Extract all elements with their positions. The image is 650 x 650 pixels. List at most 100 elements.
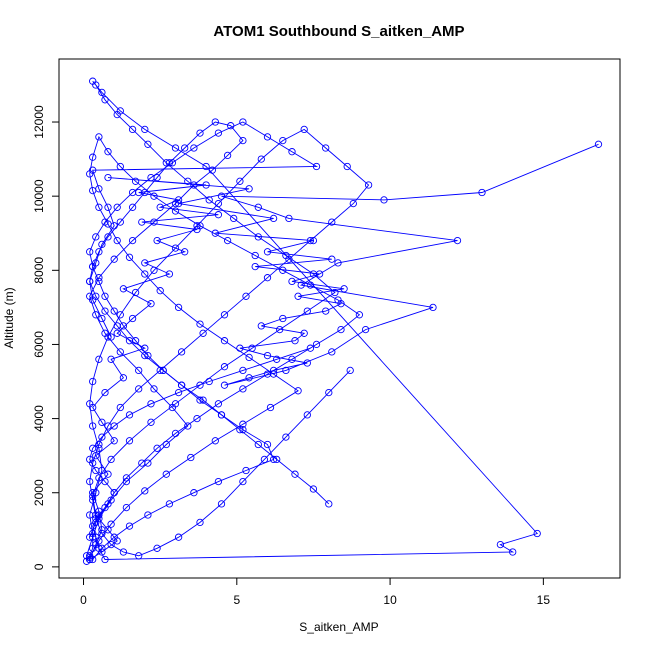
- data-point-5-24: [92, 233, 100, 241]
- data-point-0-40: [340, 285, 348, 293]
- data-point-1-22: [223, 151, 232, 160]
- data-point-0-14: [113, 329, 121, 337]
- data-point-3-22: [300, 125, 308, 134]
- data-point-3-9: [86, 400, 94, 408]
- data-point-5-28: [147, 173, 155, 182]
- data-point-2-56: [273, 355, 281, 363]
- y-axis-label: Altitude (m): [2, 287, 16, 348]
- data-point-3-7: [95, 444, 103, 452]
- data-point-3-20: [257, 155, 265, 163]
- data-point-2-8: [125, 437, 134, 445]
- data-point-5-35: [312, 162, 321, 171]
- data-point-2-51: [125, 411, 134, 419]
- data-point-2-13: [248, 344, 256, 352]
- data-point-1-16: [110, 255, 118, 263]
- data-point-0-30: [245, 185, 253, 193]
- data-point-3-49: [174, 533, 183, 541]
- data-point-3-51: [217, 500, 226, 508]
- data-point-0-65: [478, 188, 486, 197]
- data-point-0-49: [263, 351, 272, 360]
- data-point-0-12: [107, 355, 115, 363]
- data-point-4-32: [223, 236, 232, 245]
- data-point-0-64: [380, 196, 388, 204]
- data-point-5-9: [269, 455, 278, 464]
- data-point-4-47: [138, 459, 146, 467]
- data-point-4-35: [306, 281, 315, 289]
- data-point-3-54: [282, 433, 290, 441]
- series-line-0: [89, 143, 599, 560]
- data-point-3-41: [86, 477, 94, 486]
- data-point-1-47: [254, 440, 262, 449]
- data-point-4-17: [141, 270, 149, 278]
- data-point-3-29: [285, 255, 293, 263]
- data-point-0-37: [251, 262, 259, 271]
- data-point-3-5: [92, 489, 100, 497]
- data-point-0-24: [214, 211, 223, 219]
- y-tick-label-0: 0: [32, 563, 46, 570]
- series-line-3: [86, 128, 370, 562]
- data-point-0-35: [263, 248, 272, 256]
- data-point-3-15: [150, 266, 158, 274]
- data-point-1-20: [190, 181, 198, 189]
- data-point-0-7: [110, 437, 118, 445]
- data-point-5-1: [98, 544, 106, 552]
- data-point-3-40: [89, 459, 97, 467]
- data-point-5-26: [113, 203, 121, 211]
- data-point-0-46: [300, 329, 308, 337]
- data-point-3-28: [306, 236, 315, 245]
- x-tick-label-0: 0: [80, 593, 87, 607]
- data-point-1-27: [181, 144, 189, 152]
- data-point-4-30: [171, 207, 180, 215]
- y-tick-label-6: 12000: [32, 105, 46, 139]
- data-point-3-27: [328, 218, 336, 226]
- data-point-2-12: [220, 363, 229, 371]
- data-point-2-10: [171, 400, 180, 408]
- data-point-3-30: [263, 274, 272, 282]
- data-point-0-44: [279, 314, 287, 323]
- data-point-1-18: [150, 218, 158, 226]
- data-point-2-31: [116, 107, 124, 115]
- data-point-4-39: [312, 340, 321, 349]
- data-point-1-38: [101, 307, 109, 315]
- data-point-3-38: [104, 422, 112, 430]
- data-point-3-34: [177, 348, 186, 356]
- series-line-5: [89, 121, 319, 560]
- plot-area: [82, 77, 603, 565]
- data-point-0-36: [328, 255, 336, 263]
- series-line-4: [89, 135, 361, 558]
- data-point-3-19: [236, 177, 244, 185]
- data-point-2-3: [104, 526, 112, 534]
- data-point-0-53: [220, 381, 229, 389]
- data-point-4-12: [245, 353, 253, 362]
- data-point-0-47: [291, 337, 299, 345]
- data-point-1-25: [211, 118, 219, 126]
- data-point-3-12: [104, 333, 112, 341]
- data-point-4-41: [263, 370, 272, 378]
- x-tick-label-3: 15: [537, 593, 551, 607]
- data-point-0-11: [119, 374, 128, 382]
- data-point-2-37: [509, 548, 517, 556]
- data-point-0-62: [254, 203, 262, 211]
- data-point-3-26: [349, 199, 357, 208]
- x-tick-label-2: 10: [383, 593, 397, 607]
- data-point-3-10: [89, 377, 97, 386]
- data-point-3-53: [260, 455, 269, 464]
- data-point-4-29: [150, 192, 158, 200]
- data-point-3-55: [303, 411, 311, 419]
- data-point-1-17: [128, 236, 137, 245]
- data-point-0-41: [294, 292, 302, 300]
- data-point-3-24: [343, 162, 351, 171]
- data-point-4-10: [294, 387, 302, 395]
- data-point-2-15: [303, 307, 311, 315]
- data-point-3-36: [135, 385, 143, 393]
- data-point-4-33: [251, 251, 259, 260]
- data-point-0-33: [211, 229, 219, 237]
- data-point-2-9: [147, 418, 155, 426]
- data-point-2-16: [331, 288, 339, 297]
- data-point-5-4: [144, 511, 152, 519]
- series-line-2: [89, 80, 539, 560]
- data-point-2-24: [144, 140, 152, 148]
- y-axis: 0 2000 4000 6000 8000 10000 12000: [32, 105, 60, 570]
- data-point-3-21: [279, 136, 287, 145]
- data-point-5-14: [177, 381, 186, 389]
